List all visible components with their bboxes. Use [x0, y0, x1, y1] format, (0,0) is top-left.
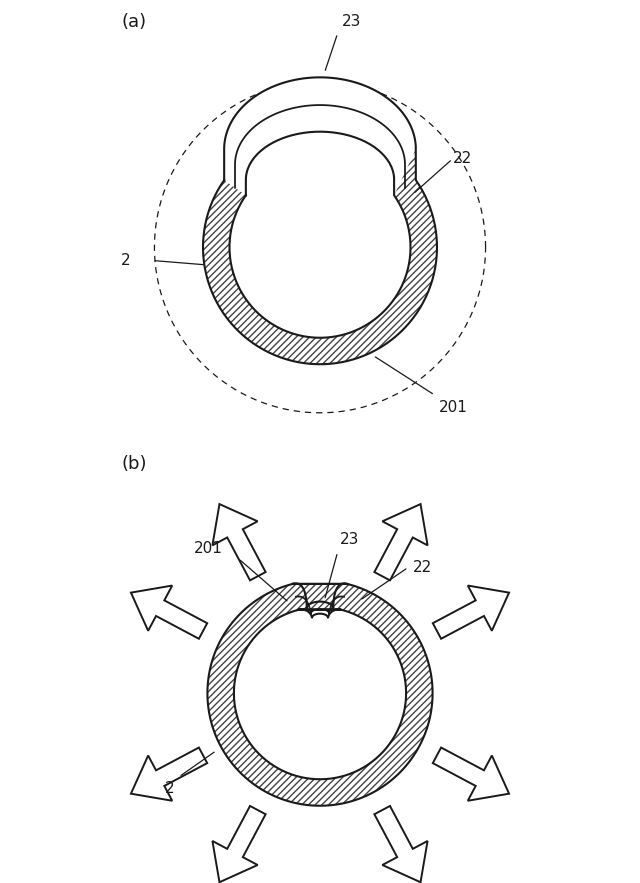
- Text: 201: 201: [194, 541, 223, 556]
- Text: 22: 22: [413, 560, 432, 575]
- Text: (a): (a): [122, 13, 147, 31]
- Polygon shape: [212, 504, 266, 580]
- Polygon shape: [131, 748, 207, 801]
- Text: 23: 23: [340, 532, 359, 547]
- Text: (b): (b): [122, 455, 147, 472]
- Text: 2: 2: [120, 253, 130, 268]
- Polygon shape: [212, 806, 266, 882]
- Polygon shape: [433, 748, 509, 801]
- Polygon shape: [203, 78, 437, 364]
- Text: 23: 23: [342, 14, 362, 29]
- Polygon shape: [230, 132, 410, 337]
- Polygon shape: [433, 585, 509, 638]
- Polygon shape: [374, 806, 428, 882]
- Text: 2: 2: [164, 781, 174, 796]
- Polygon shape: [224, 78, 416, 195]
- Text: 201: 201: [439, 399, 468, 414]
- Polygon shape: [131, 585, 207, 638]
- Polygon shape: [207, 584, 433, 805]
- Text: 22: 22: [452, 152, 472, 166]
- Polygon shape: [234, 609, 406, 779]
- Polygon shape: [374, 504, 428, 580]
